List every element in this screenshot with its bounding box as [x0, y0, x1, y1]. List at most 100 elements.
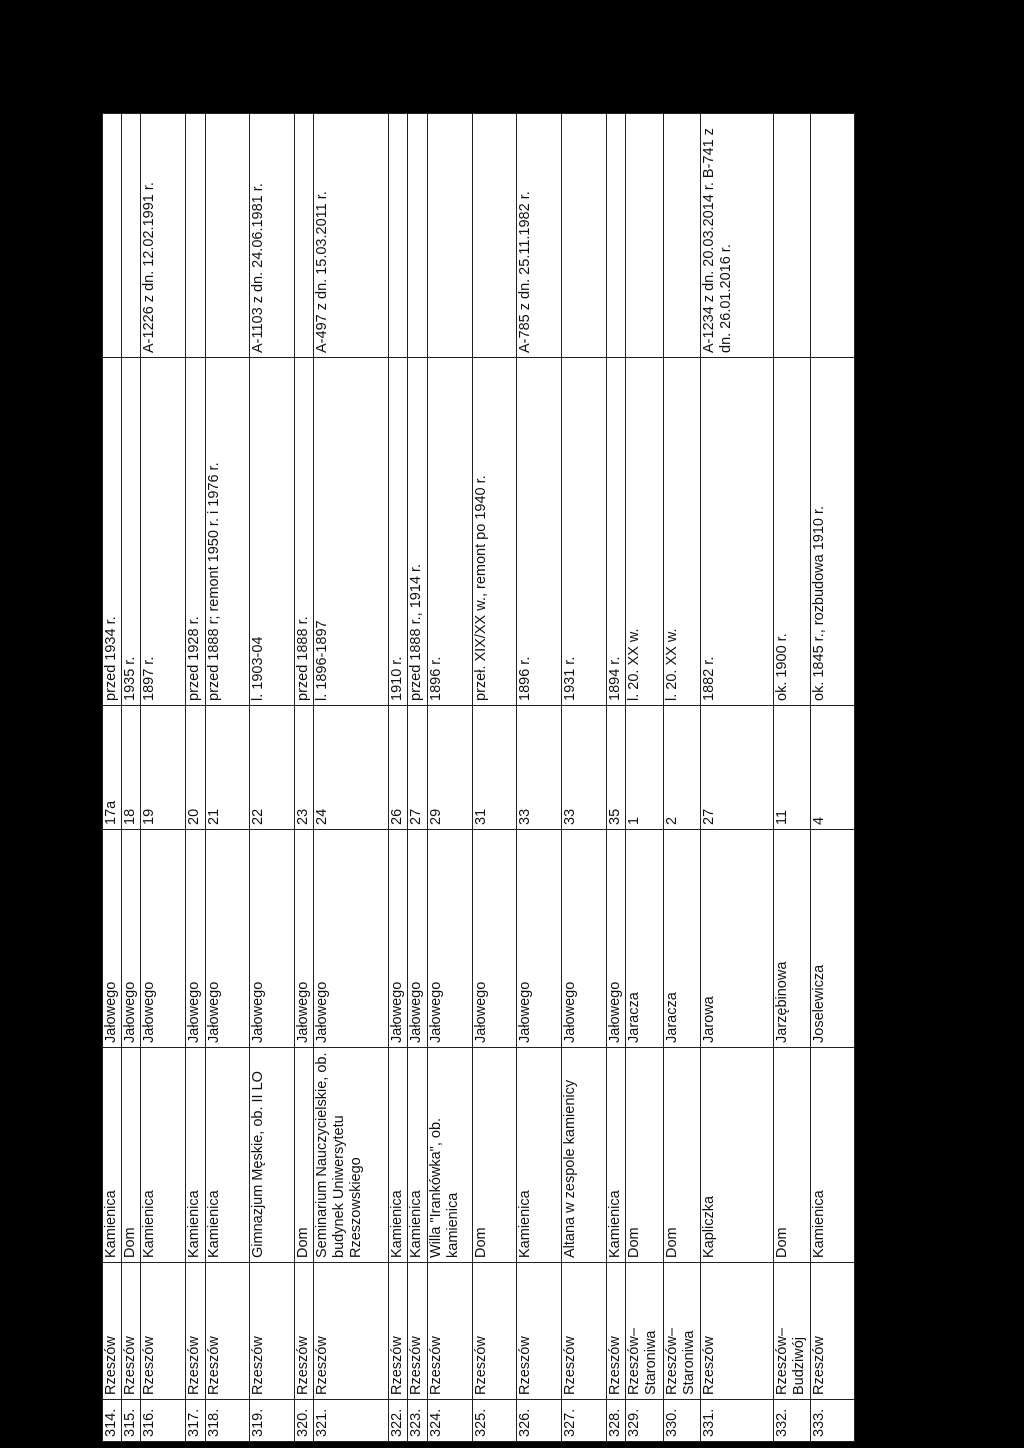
table-row: 316. Rzeszów Kamienica Jałowego 19 1897 r. A-1…	[140, 113, 186, 1442]
register-entry-cell	[121, 113, 141, 358]
city-cell: Rzeszów	[700, 1262, 774, 1400]
register-entry-cell	[294, 113, 314, 358]
object-type-cell: Seminarium Nauczycielskie, ob. budynek U…	[313, 1047, 389, 1263]
register-entry-cell	[102, 113, 122, 358]
street-cell: Jałowego	[606, 829, 626, 1048]
table-row: 314. Rzeszów Kamienica Jałowego 17a przed 193…	[102, 113, 122, 1442]
dating-cell: ok. 1900 r.	[773, 357, 811, 706]
register-entry-cell: A-1226 z dn. 12.02.1991 r.	[140, 113, 186, 358]
row-number: 320.	[294, 1399, 314, 1442]
dating-cell: 1894 r.	[606, 357, 626, 706]
street-cell: Jałowego	[249, 829, 295, 1048]
row-number: 328.	[606, 1399, 626, 1442]
dating-cell: l. 20. XX w.	[625, 357, 664, 706]
city-cell: Rzeszów	[313, 1262, 389, 1400]
table-row: 319. Rzeszów Gimnazjum Męskie, ob. II LO Ja…	[249, 113, 295, 1442]
house-number-cell: 27	[700, 705, 774, 830]
dating-cell: 1896 r.	[427, 357, 473, 706]
street-cell: Jałowego	[516, 829, 562, 1048]
row-number: 317.	[185, 1399, 206, 1442]
object-type-cell: Kamienica	[516, 1047, 562, 1263]
house-number-cell: 23	[294, 705, 314, 830]
city-cell: Rzeszów	[102, 1262, 122, 1400]
dating-cell: przed 1888 r.	[294, 357, 314, 706]
row-number: 329.	[625, 1399, 664, 1442]
house-number-cell: 18	[121, 705, 141, 830]
object-type-cell: Dom	[121, 1047, 141, 1263]
object-type-cell: Kamienica	[205, 1047, 250, 1263]
house-number-cell: 35	[606, 705, 626, 830]
house-number-cell: 27	[407, 705, 428, 830]
city-cell: Rzeszów	[294, 1262, 314, 1400]
house-number-cell: 1	[625, 705, 664, 830]
table-row: 324. Rzeszów Willa "Irankówka", ob. kamien…	[427, 113, 473, 1442]
house-number-cell: 4	[810, 705, 855, 830]
dating-cell: 1931 r.	[561, 357, 607, 706]
register-entry-cell	[625, 113, 664, 358]
dating-cell: 1935 r.	[121, 357, 141, 706]
street-cell: Jałowego	[294, 829, 314, 1048]
house-number-cell: 21	[205, 705, 250, 830]
row-number: 330.	[663, 1399, 701, 1442]
house-number-cell: 26	[388, 705, 408, 830]
table-row: 318. Rzeszów Kamienica Jałowego 21 przed 1888…	[205, 113, 250, 1442]
table-row: 327. Rzeszów Altana w zespole kamienicy Jał…	[561, 113, 607, 1442]
house-number-cell: 20	[185, 705, 206, 830]
street-cell: Jarowa	[700, 829, 774, 1048]
street-cell: Jałowego	[472, 829, 517, 1048]
register-entry-cell	[561, 113, 607, 358]
dating-cell: l. 1903-04	[249, 357, 295, 706]
register-entry-cell	[472, 113, 517, 358]
object-type-cell: Kamienica	[407, 1047, 428, 1263]
table-row: 331. Rzeszów Kapliczka Jarowa 27 1882 r. A-123…	[700, 113, 774, 1442]
city-cell: Rzeszów	[516, 1262, 562, 1400]
city-cell: Rzeszów	[388, 1262, 408, 1400]
city-cell: Rzeszów– Staroniwa	[663, 1262, 701, 1400]
city-cell: Rzeszów	[185, 1262, 206, 1400]
row-number: 314.	[102, 1399, 122, 1442]
house-number-cell: 17a	[102, 705, 122, 830]
city-cell: Rzeszów	[427, 1262, 473, 1400]
house-number-cell: 19	[140, 705, 186, 830]
street-cell: Jałowego	[561, 829, 607, 1048]
house-number-cell: 33	[561, 705, 607, 830]
table-row: 315. Rzeszów Dom Jałowego 18 1935 r.	[121, 113, 141, 1442]
house-number-cell: 22	[249, 705, 295, 830]
object-type-cell: Dom	[773, 1047, 811, 1263]
dating-cell: 1897 r.	[140, 357, 186, 706]
house-number-cell: 24	[313, 705, 389, 830]
street-cell: Jałowego	[407, 829, 428, 1048]
object-type-cell: Altana w zespole kamienicy	[561, 1047, 607, 1263]
object-type-cell: Kamienica	[606, 1047, 626, 1263]
table-row: 322. Rzeszów Kamienica Jałowego 26 1910 r.	[388, 113, 408, 1442]
register-entry-cell: A-1103 z dn. 24.06.1981 r.	[249, 113, 295, 358]
table-row: 323. Rzeszów Kamienica Jałowego 27 przed 1888…	[407, 113, 428, 1442]
city-cell: Rzeszów	[561, 1262, 607, 1400]
heritage-register-table: 314. Rzeszów Kamienica Jałowego 17a przed 193…	[102, 113, 855, 1442]
table-row: 325. Rzeszów Dom Jałowego 31 przeł. XIX/XX w.…	[472, 113, 517, 1442]
object-type-cell: Dom	[294, 1047, 314, 1263]
object-type-cell: Kamienica	[102, 1047, 122, 1263]
object-type-cell: Dom	[472, 1047, 517, 1263]
register-entry-cell: A-497 z dn. 15.03.2011 r.	[313, 113, 389, 358]
row-number: 322.	[388, 1399, 408, 1442]
house-number-cell: 11	[773, 705, 811, 830]
dating-cell: przed 1888 r., 1914 r.	[407, 357, 428, 706]
city-cell: Rzeszów	[810, 1262, 855, 1400]
city-cell: Rzeszów	[140, 1262, 186, 1400]
table-row: 333. Rzeszów Kamienica Joselewicza 4 ok. 1845…	[810, 113, 855, 1442]
dating-cell: przed 1928 r.	[185, 357, 206, 706]
street-cell: Jałowego	[313, 829, 389, 1048]
register-entry-cell: A-1234 z dn. 20.03.2014 r. B-741 z dn. 2…	[700, 113, 774, 358]
dating-cell: l. 20. XX w.	[663, 357, 701, 706]
table-row: 330. Rzeszów– Staroniwa Dom Jaracza 2 l. 20. …	[663, 113, 701, 1442]
row-number: 332.	[773, 1399, 811, 1442]
register-entry-cell	[606, 113, 626, 358]
object-type-cell: Dom	[625, 1047, 664, 1263]
object-type-cell: Kamienica	[185, 1047, 206, 1263]
dating-cell: przed 1888 r; remont 1950 r. i 1976 r.	[205, 357, 250, 706]
city-cell: Rzeszów	[472, 1262, 517, 1400]
row-number: 331.	[700, 1399, 774, 1442]
city-cell: Rzeszów	[606, 1262, 626, 1400]
object-type-cell: Dom	[663, 1047, 701, 1263]
